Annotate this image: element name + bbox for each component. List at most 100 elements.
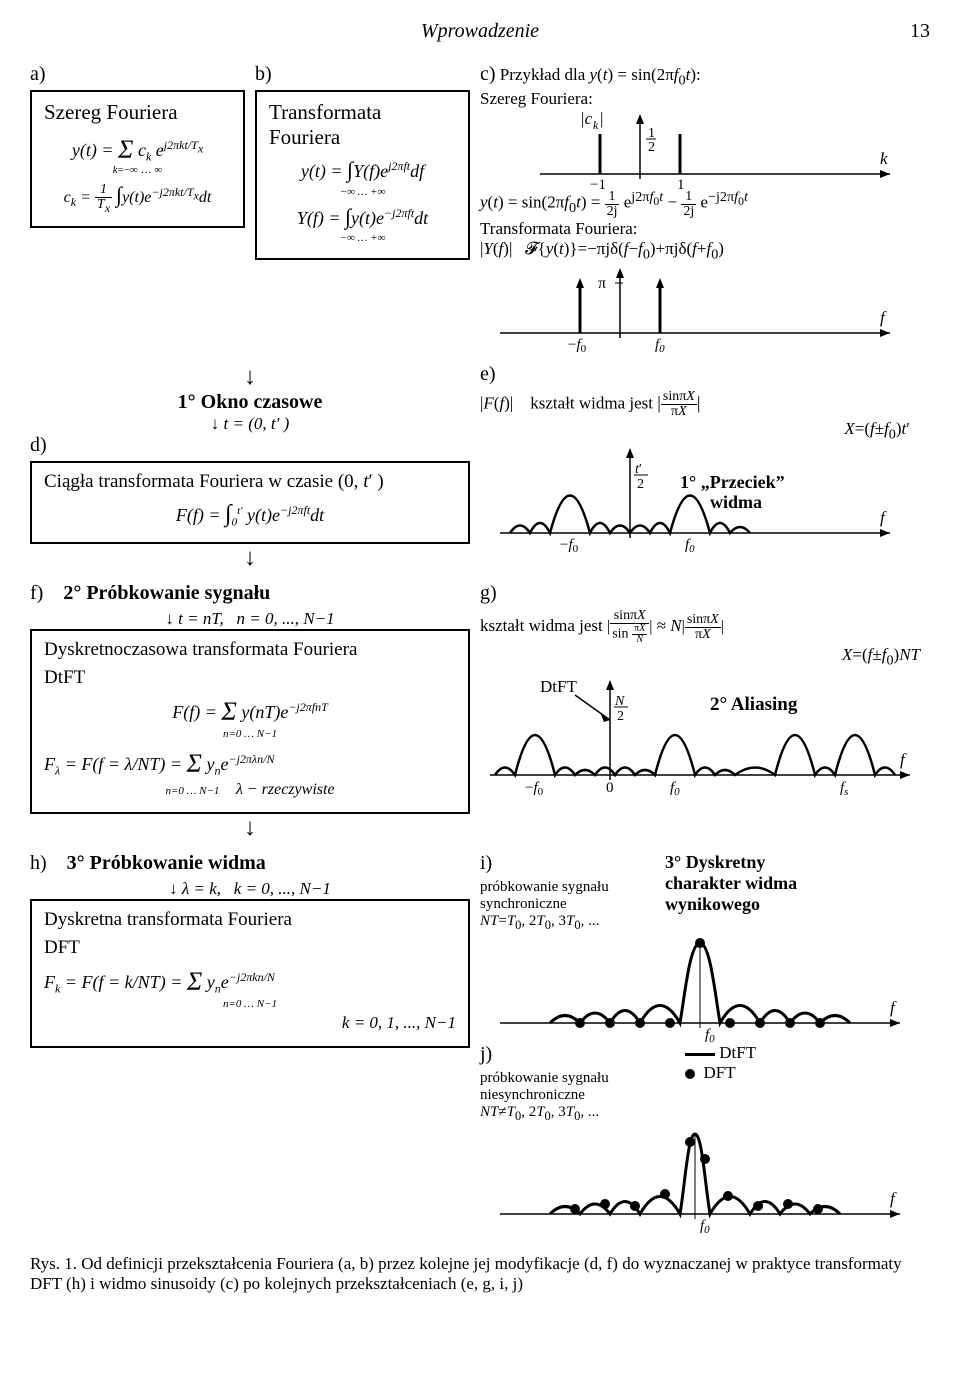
panel-c: c) Przykład dla y(t) = sin(2πf0t): Szere… [480,63,930,353]
svg-text:f0: f0 [670,780,680,798]
panel-f-f1: F(f) = Σ y(nT)e−j2πfnT n=0 … N−1 [44,693,456,741]
panel-h-box: Dyskretna transformata Fouriera DFT Fk =… [30,899,470,1048]
panel-g-label: g) [480,582,930,605]
svg-text:1: 1 [677,177,685,189]
arrow-3: ↓ [30,816,470,840]
panel-e-xdef: X=(f±f0)t′ [480,419,930,443]
page-number: 13 [910,20,930,43]
row-fg: f) 2° Próbkowanie sygnału ↓ t = nT, n = … [30,582,930,842]
panel-e-label: e) [480,363,930,386]
svg-text:f0: f0 [705,1027,715,1043]
svg-text:f: f [890,998,897,1017]
panel-f-label: f) [30,582,43,605]
panel-f-f2: Fλ = F(f = λ/NT) = Σ yne−j2πλn/N n=0 … N… [44,745,456,800]
panel-d-label: d) [30,434,470,457]
panel-i-sync: próbkowanie sygnału synchroniczne [480,879,650,913]
panel-i: i) próbkowanie sygnału synchroniczne NT=… [480,852,930,933]
panel-h-label: h) [30,852,47,875]
svg-text:1° „Przeciek”: 1° „Przeciek” [680,472,785,492]
panel-e: e) |F(f)| kształt widma jest |sinπXπX| X… [480,363,930,572]
svg-text:0: 0 [606,780,614,796]
svg-text:−f0: −f0 [560,537,579,553]
dft-async-svg: f0 f [480,1124,920,1234]
panel-a: a) Szereg Fouriera y(t) = Σ ck ej2πkt/Tx… [30,63,245,353]
svg-text:−f0: −f0 [568,337,587,353]
panel-a-title: Szereg Fouriera [44,100,231,125]
panel-i-title: 3° Dyskretnycharakter widmawynikowego [665,852,930,915]
svg-text:f0: f0 [655,337,665,353]
panel-c-eq1: y(t) = sin(2πf0t) = 12j ej2πf0t − 12j e−… [480,189,930,218]
panel-g-xdef: X=(f±f0)NT [480,645,930,669]
step2-title: 2° Próbkowanie sygnału [63,582,270,605]
panel-b: b) Transformata Fouriera y(t) = ∫Y(f)ej2… [255,63,470,353]
svg-text:f: f [890,1189,897,1208]
panel-c-eq2: |Y(f)| 𝓕{y(t)}=−πjδ(f−f0)+πjδ(f+f0) [480,239,930,263]
panel-b-f2: Y(f) = ∫y(t)e−j2πftdt −∞ … +∞ [269,203,456,246]
svg-text:|c: |c [580,109,593,128]
svg-text:f: f [880,308,887,327]
svg-text:k: k [593,118,599,132]
panel-i-label: i) [480,852,650,875]
panel-h-formula: Fk = F(f = k/NT) = Σ yne−j2πkn/N n=0 … N… [44,963,456,1034]
panel-b-box: Transformata Fouriera y(t) = ∫Y(f)ej2πft… [255,90,470,260]
panel-h-abbr: DFT [44,937,456,959]
panel-j-label: j) [480,1043,670,1066]
panel-f-box: Dyskretnoczasowa transformata Fouriera D… [30,629,470,814]
panel-e-shape: |F(f)| kształt widma jest |sinπXπX| [480,390,930,419]
panel-h-title: Dyskretna transformata Fouriera [44,909,456,931]
row-hij: h) 3° Próbkowanie widma ↓ λ = k, k = 0, … [30,852,930,1234]
svg-text:−1: −1 [590,177,606,189]
header-title: Wprowadzenie [421,20,539,42]
svg-text:widma: widma [710,492,762,512]
svg-text:f: f [880,508,887,527]
step3-sub: ↓ λ = k, k = 0, ..., N−1 [30,879,470,899]
panel-j-legend: DtFT DFT [685,1043,930,1124]
svg-text:−f0: −f0 [525,780,544,798]
step2-sub: ↓ t = nT, n = 0, ..., N−1 [30,609,470,629]
svg-text:DtFT: DtFT [540,677,577,696]
arrow-2: ↓ [30,546,470,570]
page-header: Wprowadzenie 13 [30,20,930,43]
panel-a-box: Szereg Fouriera y(t) = Σ ck ej2πkt/Tx k=… [30,90,245,228]
svg-text:π: π [598,275,606,292]
panel-f-abbr: DtFT [44,667,456,689]
svg-text:2: 2 [637,477,644,492]
svg-text:k: k [880,149,888,168]
svg-text:f0: f0 [700,1218,710,1234]
arrow-1: ↓ [30,365,470,389]
panel-j-cond: NT≠T0, 2T0, 3T0, ... [480,1104,670,1124]
legend-dft: DFT [704,1063,736,1082]
panel-d-box: Ciągła transformata Fouriera w czasie (0… [30,461,470,544]
figure-caption: Rys. 1. Od definicji przekształcenia Fou… [30,1254,930,1294]
panel-g: g) kształt widma jest |sinπXsin πXN| ≈ N… [480,582,930,842]
panel-b-label: b) [255,63,470,86]
panel-i-cond: NT=T0, 2T0, 3T0, ... [480,913,650,933]
panel-d-title: Ciągła transformata Fouriera w czasie (0… [44,471,456,493]
svg-text:|: | [600,109,603,128]
svg-text:2: 2 [648,140,655,155]
panel-a-label: a) [30,63,245,86]
panel-j: j) próbkowanie sygnału niesynchroniczne … [480,1043,930,1124]
svg-text:f: f [900,750,907,769]
panel-d-formula: F(f) = ∫0t′ y(t)e−j2πftdt [44,499,456,530]
panel-j-async: próbkowanie sygnału niesynchroniczne [480,1070,670,1104]
step3-title: 3° Próbkowanie widma [67,852,266,875]
svg-text:2° Aliasing: 2° Aliasing [710,694,798,715]
panel-c-sub1: Szereg Fouriera: [480,89,930,109]
row-de: ↓ 1° Okno czasowe ↓ t = (0, t′ ) d) Ciąg… [30,363,930,572]
leakage-svg: t′ 2 1° „Przeciek” widma −f0 f0 f [480,443,900,553]
svg-text:f0: f0 [685,537,695,553]
step1-sub: ↓ t = (0, t′ ) [30,414,470,434]
legend-dtft: DtFT [719,1043,756,1062]
svg-text:fs: fs [840,780,848,798]
panel-b-title: Transformata Fouriera [269,100,456,150]
panel-c-label: c) [480,63,496,85]
ck-spectrum-svg: |ck| 1 2 −1 1 k [480,109,900,189]
panel-b-f1: y(t) = ∫Y(f)ej2πftdf −∞ … +∞ [269,156,456,199]
yf-spectrum-svg: π −f0 f0 f [480,263,900,353]
step1-title: 1° Okno czasowe [30,391,470,414]
panel-f-title: Dyskretnoczasowa transformata Fouriera [44,639,456,661]
panel-g-shape: kształt widma jest |sinπXsin πXN| ≈ N|si… [480,609,930,645]
aliasing-svg: DtFT N 2 2° Aliasing −f0 0 f0 fs f [480,670,920,800]
panel-a-f2: ck = 1Tx ∫y(t)e−j2πkt/Txdt [44,181,231,214]
